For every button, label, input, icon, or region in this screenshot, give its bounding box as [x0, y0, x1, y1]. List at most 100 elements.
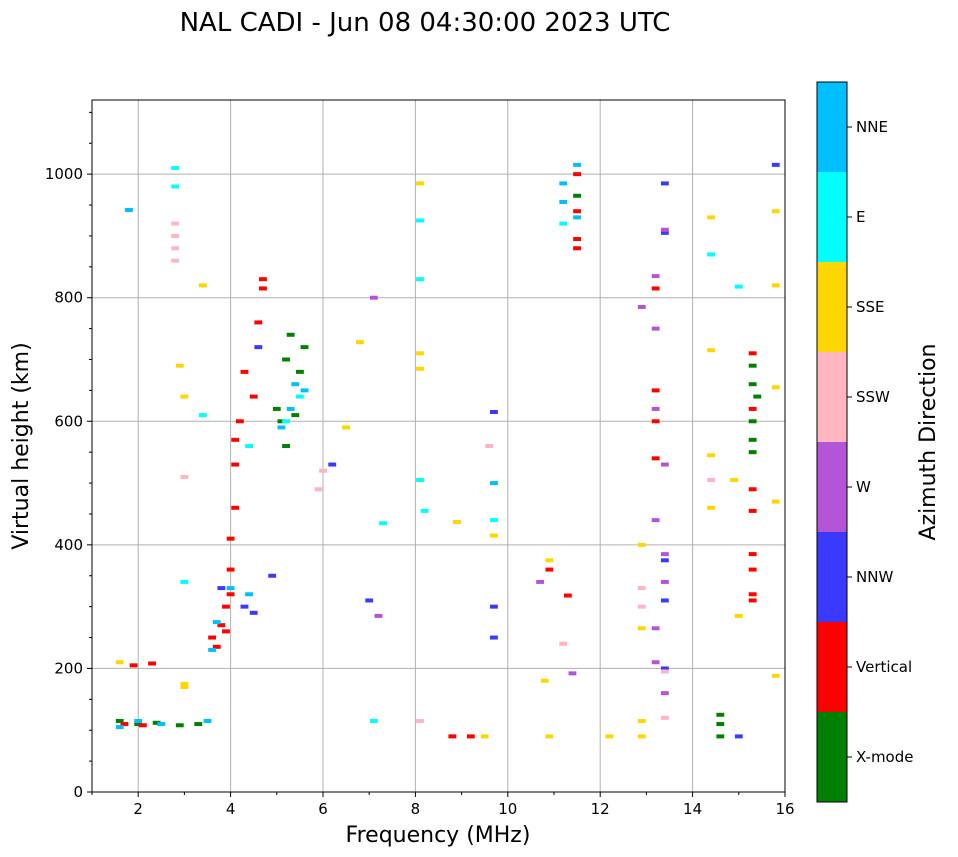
data-point-e	[420, 508, 429, 513]
data-point-ssw	[660, 669, 669, 674]
data-point-vertical	[748, 406, 757, 411]
data-point-vertical	[748, 487, 757, 492]
data-point-sse	[771, 499, 780, 504]
y-tick-label: 600	[54, 412, 83, 430]
data-point-w	[660, 552, 669, 557]
data-point-x-mode	[716, 712, 725, 717]
data-point-nne	[208, 647, 217, 652]
data-point-ssw	[180, 474, 189, 479]
data-point-ssw	[171, 246, 180, 251]
data-point-sse	[605, 734, 614, 739]
data-point-vertical	[226, 592, 235, 597]
data-point-nnw	[254, 345, 263, 350]
data-point-sse	[490, 533, 498, 538]
data-point-nne	[134, 718, 143, 723]
data-point-w	[660, 227, 669, 232]
colorbar-swatch	[817, 172, 847, 262]
colorbar-tick-label: NNE	[856, 118, 888, 136]
data-point-x-mode	[748, 419, 757, 424]
data-point-sse	[416, 181, 424, 186]
data-point-vertical	[651, 286, 660, 291]
data-point-vertical	[231, 462, 240, 467]
data-point-sse	[637, 626, 646, 631]
data-point-nnw	[328, 462, 337, 467]
data-point-e	[245, 444, 254, 448]
data-point-e	[180, 579, 189, 584]
data-point-e	[295, 394, 304, 399]
data-point-nnw	[365, 598, 374, 603]
x-tick-label: 2	[133, 800, 143, 818]
data-point-nnw	[660, 598, 669, 603]
data-point-vertical	[448, 734, 457, 739]
colorbar-swatch	[817, 532, 847, 622]
data-point-vertical	[259, 286, 267, 291]
data-point-sse	[707, 453, 716, 458]
data-point-vertical	[748, 598, 757, 603]
colorbar-swatch	[817, 352, 847, 442]
data-point-ssw	[171, 233, 180, 238]
data-point-x-mode	[716, 734, 725, 739]
data-point-w	[369, 295, 378, 300]
data-point-sse	[480, 734, 489, 739]
chart-title: NAL CADI - Jun 08 04:30:00 2023 UTC	[180, 8, 671, 38]
data-point-w	[536, 579, 545, 584]
data-point-sse	[198, 283, 207, 288]
data-point-vertical	[231, 505, 240, 510]
data-point-w	[660, 579, 669, 584]
x-tick-label: 10	[498, 800, 517, 818]
data-point-nne	[157, 722, 166, 727]
data-point-x-mode	[194, 722, 203, 727]
y-tick-label: 1000	[45, 165, 83, 183]
colorbar-swatch	[817, 442, 847, 532]
data-point-x-mode	[282, 444, 290, 448]
data-point-x-mode	[272, 406, 281, 411]
x-tick-label: 14	[683, 800, 702, 818]
data-point-nnw	[490, 635, 498, 640]
y-axis-label: Virtual height (km)	[9, 342, 34, 549]
data-point-vertical	[240, 369, 249, 374]
colorbar-tick-label: E	[856, 208, 865, 226]
data-point-e	[198, 413, 207, 418]
data-point-nne	[115, 725, 124, 730]
x-tick-label: 12	[591, 800, 610, 818]
data-point-sse	[545, 558, 554, 563]
data-point-sse	[453, 519, 461, 524]
grid-lines	[92, 100, 786, 793]
data-point-vertical	[651, 419, 660, 424]
data-point-sse	[342, 425, 351, 430]
data-point-w	[651, 406, 660, 411]
data-point-nnw	[660, 181, 669, 186]
x-tick-label: 8	[411, 800, 421, 818]
data-point-w	[568, 671, 577, 676]
data-point-vertical	[138, 723, 147, 728]
data-point-x-mode	[286, 332, 295, 337]
data-point-ssw	[637, 586, 646, 591]
data-point-vertical	[212, 644, 221, 649]
data-point-x-mode	[175, 723, 184, 728]
data-point-e	[379, 521, 387, 526]
data-point-e	[416, 277, 424, 282]
colorbar-label: Azimuth Direction	[916, 343, 941, 540]
data-point-vertical	[217, 623, 226, 628]
data-point-nnw	[217, 586, 226, 591]
data-point-nnw	[490, 604, 498, 609]
data-point-ssw	[314, 487, 323, 492]
y-axis-ticks: 0 200 400 600 800 1000	[45, 111, 92, 801]
data-point-vertical	[748, 552, 757, 557]
colorbar-tick-label: X-mode	[856, 748, 913, 766]
data-point-nne	[125, 207, 133, 212]
data-point-x-mode	[748, 450, 757, 455]
colorbar-tick-label: W	[856, 478, 871, 496]
data-point-vertical	[748, 567, 757, 572]
data-point-sse	[416, 351, 424, 356]
data-point-e	[171, 165, 180, 170]
data-point-sse	[540, 678, 549, 683]
data-point-nnw	[734, 734, 743, 739]
colorbar-tick-label: NNW	[856, 568, 893, 586]
data-point-vertical	[573, 246, 582, 251]
colorbar-swatch	[817, 82, 847, 172]
data-point-nne	[286, 406, 295, 411]
data-point-x-mode	[277, 419, 286, 424]
y-tick-label: 0	[73, 783, 83, 801]
data-point-x-mode	[753, 394, 762, 399]
